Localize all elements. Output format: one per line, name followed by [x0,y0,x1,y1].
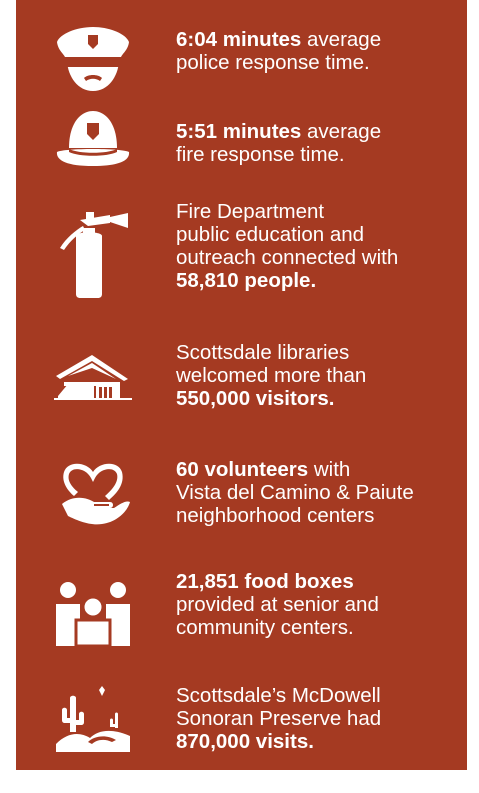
library-building-icon [54,352,132,400]
stat-text: average [301,28,382,51]
stat-highlight: 870,000 visits. [176,730,314,753]
stat-text: neighborhood centers [176,504,375,527]
fire-extinguisher-icon [54,208,132,300]
stat-highlight: 5:51 minutes [176,120,302,143]
stat-text: welcomed more than [176,364,367,387]
stat-text: Sonoran Preserve had [176,707,382,730]
stat-highlight: 6:04 minutes [176,28,302,51]
heart-hand-icon [54,458,132,530]
stat-text: fire response time. [176,143,345,166]
stat-highlight: 21,851 food boxes [176,570,354,593]
stat-text: Scottsdale libraries [176,341,350,364]
stats-panel: 6:04 minutes average police response tim… [16,0,467,770]
stat-text: outreach connected with [176,246,399,269]
stat-text: with [308,458,351,481]
desert-cactus-icon [54,684,132,752]
stat-highlight: 550,000 visitors. [176,387,335,410]
fire-helmet-icon [54,108,132,170]
stat-text: Vista del Camino & Paiute [176,481,414,504]
stat-highlight: 58,810 people. [176,269,317,292]
stat-text: provided at senior and [176,593,379,616]
stat-text: public education and [176,223,365,246]
stat-text: average [301,120,382,143]
stat-text: Scottsdale’s McDowell [176,684,381,707]
stat-highlight: 60 volunteers [176,458,309,481]
people-group-icon [54,580,132,646]
stat-text: community centers. [176,616,354,639]
stat-text: Fire Department [176,200,325,223]
police-cap-icon [54,25,132,95]
stat-text: police response time. [176,51,370,74]
